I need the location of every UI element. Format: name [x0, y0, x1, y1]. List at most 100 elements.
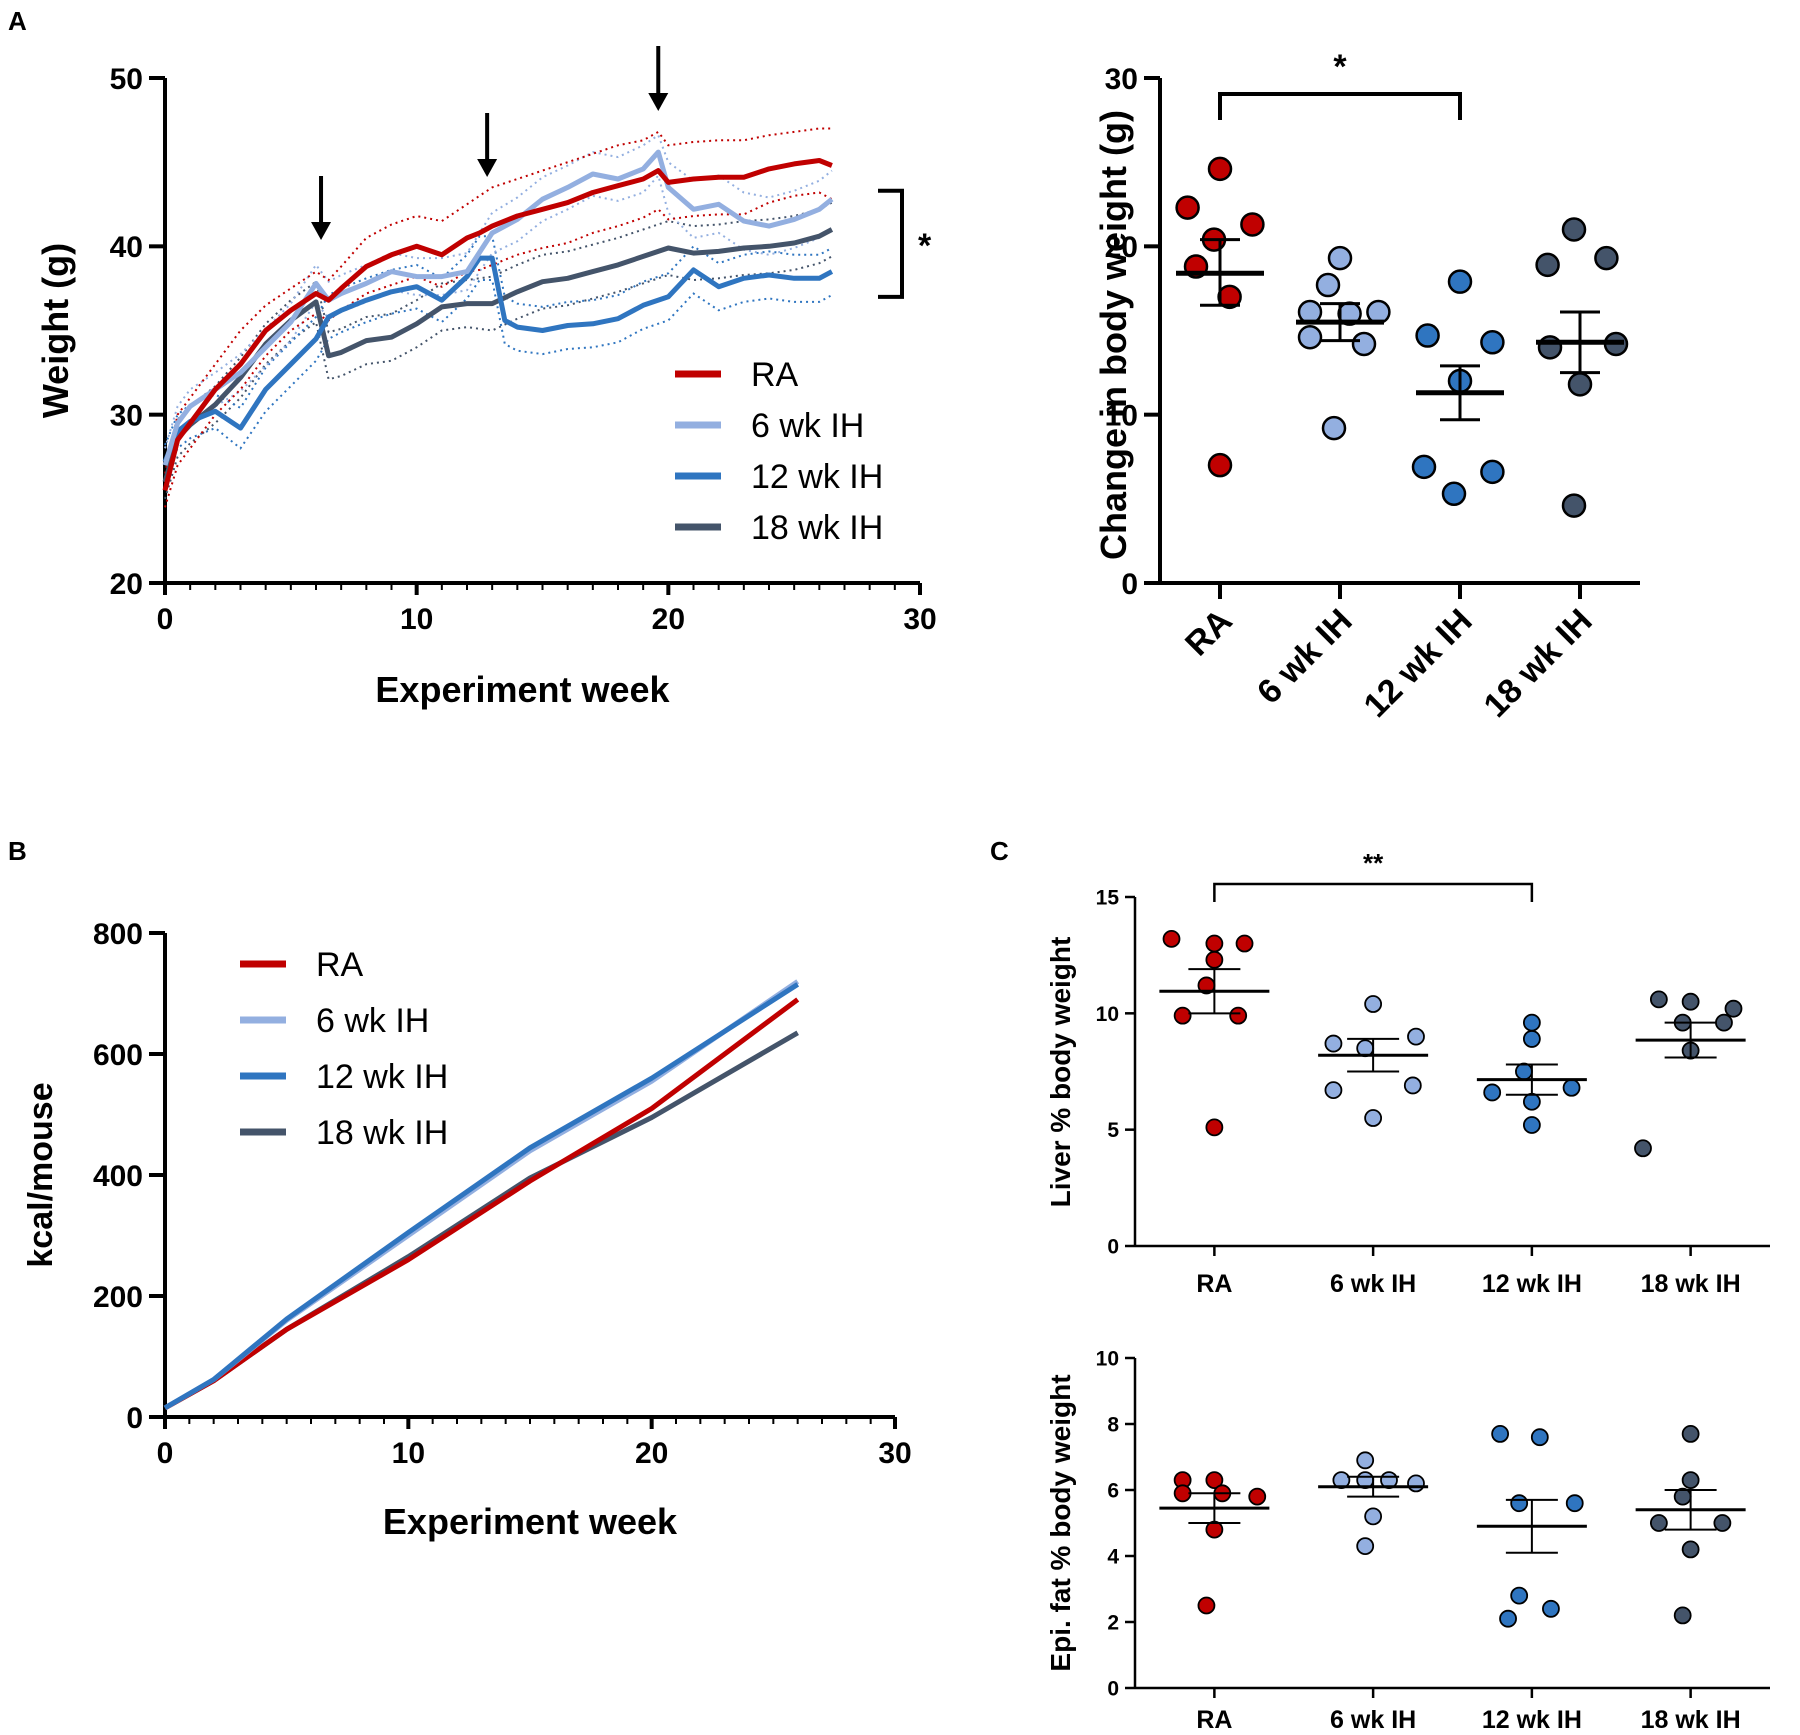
legend-label-ra: RA — [751, 356, 799, 394]
y-axis-title: Weight (g) — [35, 243, 76, 418]
data-point-12-wk-ih — [1411, 454, 1437, 480]
data-point-ra — [1205, 934, 1224, 953]
x-category-label: 6 wk IH — [1330, 1270, 1416, 1298]
y-tick-label: 40 — [110, 231, 143, 264]
x-category-label: RA — [1178, 602, 1240, 664]
x-tick-label: 30 — [903, 603, 936, 636]
data-point-12-wk-ih — [1515, 1062, 1533, 1081]
data-point-12-wk-ih — [1530, 1428, 1549, 1447]
y-tick-label: 30 — [1105, 63, 1138, 96]
data-point-6-wk-ih — [1407, 1027, 1425, 1046]
data-point-ra — [1205, 950, 1224, 969]
data-point-12-wk-ih — [1415, 323, 1440, 348]
series-line-12-wk-ih — [162, 255, 834, 463]
y-tick-label: 600 — [93, 1039, 143, 1072]
series-line-ra — [163, 997, 800, 1411]
data-point-ra — [1205, 1471, 1224, 1489]
y-axis-title: kcal/mouse — [22, 1082, 60, 1267]
data-point-ra — [1173, 1006, 1192, 1025]
y-tick-label: 0 — [1107, 1236, 1119, 1259]
data-point-12-wk-ih — [1510, 1494, 1529, 1513]
data-point-12-wk-ih — [1522, 1013, 1541, 1032]
data-point-6-wk-ih — [1324, 1034, 1343, 1053]
series-line-6-wk-ih — [162, 149, 834, 466]
y-tick-label: 400 — [93, 1160, 143, 1193]
data-point-ra — [1248, 1487, 1267, 1506]
data-point-6-wk-ih — [1356, 1451, 1375, 1470]
x-tick-label: 0 — [157, 603, 174, 636]
y-tick-label: 200 — [93, 1281, 143, 1314]
data-point-18-wk-ih — [1673, 1606, 1692, 1625]
data-point-6-wk-ih — [1364, 995, 1383, 1013]
data-point-18-wk-ih — [1561, 217, 1587, 242]
data-point-18-wk-ih — [1713, 1514, 1732, 1532]
sem-lower-12-wk-ih — [164, 279, 833, 479]
data-point-12-wk-ih — [1480, 330, 1505, 355]
panel-label-a: A — [8, 6, 27, 36]
data-point-12-wk-ih — [1542, 1599, 1560, 1618]
data-point-ra — [1207, 156, 1233, 182]
legend-label-6-wk-ih: 6 wk IH — [751, 407, 864, 445]
y-tick-label: 30 — [110, 399, 143, 432]
legend-label-18-wk-ih: 18 wk IH — [751, 509, 883, 547]
sem-lower-6-wk-ih — [164, 173, 833, 483]
data-point-ra — [1229, 1006, 1248, 1025]
data-point-12-wk-ih — [1562, 1078, 1581, 1097]
x-axis-title: Experiment week — [375, 669, 670, 710]
y-tick-label: 20 — [1105, 231, 1138, 264]
significance-bracket — [1213, 882, 1534, 902]
data-point-18-wk-ih — [1681, 1471, 1700, 1489]
data-point-ra — [1240, 212, 1265, 237]
data-point-6-wk-ih — [1351, 331, 1377, 357]
y-tick-label: 10 — [1096, 1003, 1119, 1026]
y-axis-title: Change in body weight (g) — [1093, 110, 1134, 560]
data-point-ra — [1162, 929, 1181, 948]
data-point-6-wk-ih — [1315, 272, 1341, 298]
series-line-ra — [162, 158, 833, 492]
y-tick-label: 2 — [1107, 1612, 1119, 1635]
y-axis-title: Epi. fat % body weight — [1045, 1374, 1076, 1671]
x-tick-label: 20 — [652, 603, 685, 636]
data-point-18-wk-ih — [1537, 335, 1563, 360]
arrow-head-icon — [477, 159, 498, 177]
data-point-6-wk-ih — [1321, 415, 1347, 441]
data-point-12-wk-ih — [1499, 1609, 1517, 1628]
data-point-ra — [1205, 1118, 1224, 1137]
legend-label-12-wk-ih: 12 wk IH — [751, 458, 883, 496]
x-tick-label: 10 — [400, 603, 433, 636]
y-tick-label: 10 — [1105, 399, 1138, 432]
x-category-label: RA — [1196, 1706, 1232, 1734]
y-tick-label: 20 — [110, 568, 143, 601]
data-point-6-wk-ih — [1407, 1474, 1425, 1493]
y-tick-label: 4 — [1107, 1546, 1119, 1569]
data-point-18-wk-ih — [1715, 1013, 1733, 1032]
data-point-ra — [1197, 1596, 1216, 1615]
data-point-6-wk-ih — [1364, 1507, 1383, 1526]
x-tick-label: 20 — [635, 1437, 668, 1470]
data-point-18-wk-ih — [1649, 1514, 1668, 1532]
y-axis-title: Liver % body weight — [1045, 937, 1076, 1208]
series-line-18-wk-ih — [163, 1030, 799, 1411]
data-point-6-wk-ih — [1297, 324, 1323, 350]
y-tick-label: 5 — [1107, 1119, 1119, 1142]
data-point-12-wk-ih — [1522, 1030, 1541, 1048]
y-tick-label: 50 — [110, 63, 143, 96]
data-point-18-wk-ih — [1681, 992, 1700, 1011]
data-point-12-wk-ih — [1510, 1586, 1529, 1605]
y-tick-label: 0 — [1121, 568, 1138, 601]
x-tick-label: 10 — [392, 1437, 425, 1470]
panel-label-c: C — [990, 836, 1009, 866]
x-tick-label: 0 — [157, 1437, 174, 1470]
data-point-18-wk-ih — [1681, 1425, 1700, 1443]
data-point-12-wk-ih — [1565, 1494, 1584, 1513]
data-point-ra — [1207, 452, 1233, 478]
y-tick-label: 10 — [1096, 1348, 1119, 1371]
data-point-18-wk-ih — [1681, 1540, 1700, 1559]
data-point-18-wk-ih — [1724, 999, 1743, 1018]
legend-label-ra: RA — [316, 946, 364, 984]
x-category-label: 12 wk IH — [1482, 1706, 1582, 1734]
legend-label-6-wk-ih: 6 wk IH — [316, 1002, 429, 1040]
significance-label: * — [1333, 48, 1347, 86]
y-tick-label: 0 — [1107, 1678, 1119, 1701]
